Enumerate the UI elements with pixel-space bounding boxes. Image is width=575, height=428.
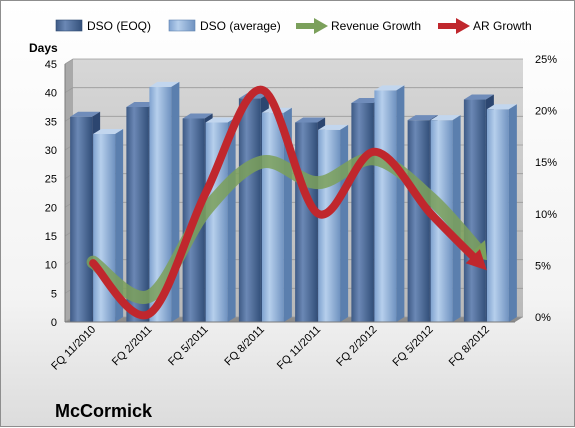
bar-dso-average xyxy=(205,117,236,322)
x-tick-label: FQ 8/2012 xyxy=(447,324,492,369)
legend-label-ar-growth: AR Growth xyxy=(473,19,532,33)
y-left-tick-label: 20 xyxy=(45,202,57,214)
gridline xyxy=(64,87,523,94)
y-left-tick-label: 35 xyxy=(45,116,57,128)
gridline xyxy=(64,58,523,65)
y-right-tick-label: 0% xyxy=(535,312,551,324)
line-ar-growth xyxy=(89,85,487,320)
y-left-tick-label: 0 xyxy=(51,317,57,329)
legend-swatch-dso-eoq xyxy=(55,19,83,32)
y-left-tick-label: 15 xyxy=(45,231,57,243)
y-right-ticks: 0% 5% 10% 15% 20% 25% xyxy=(535,54,557,324)
legend: DSO (EOQ) DSO (average) Revenue Growth A… xyxy=(55,18,532,34)
y-right-tick-label: 15% xyxy=(535,157,557,169)
bars xyxy=(70,81,517,323)
legend-arrow-revenue-growth xyxy=(296,18,328,34)
y-right-tick-label: 10% xyxy=(535,209,557,221)
legend-label-dso-eoq: DSO (EOQ) xyxy=(87,19,151,33)
arrowhead-ar-growth xyxy=(465,249,487,271)
y-left-tick-label: 40 xyxy=(45,88,57,100)
legend-swatch-dso-avg xyxy=(168,19,196,32)
bar-dso-average xyxy=(486,104,517,322)
y-right-tick-label: 25% xyxy=(535,54,557,66)
y-left-tick-label: 10 xyxy=(45,260,57,272)
legend-label-dso-avg: DSO (average) xyxy=(200,19,281,33)
x-ticks: FQ 11/2010 FQ 2/2011 FQ 5/2011 FQ 8/2011 FQ … xyxy=(49,324,492,373)
y-left-tick-label: 45 xyxy=(45,59,57,71)
x-tick-label: FQ 2/2012 xyxy=(334,324,379,369)
x-tick-label: FQ 2/2011 xyxy=(110,324,155,369)
y-left-tick-label: 5 xyxy=(51,288,57,300)
x-tick-label: FQ 11/2011 xyxy=(275,324,323,372)
y-left-tick-label: 25 xyxy=(45,174,57,186)
y-right-tick-label: 5% xyxy=(535,260,551,272)
legend-arrow-ar-growth xyxy=(438,18,470,34)
bar-dso-average xyxy=(374,85,405,322)
company-label: McCormick xyxy=(55,401,153,421)
legend-label-revenue-growth: Revenue Growth xyxy=(331,19,421,33)
x-tick-label: FQ 11/2010 xyxy=(49,324,98,373)
bar-dso-average xyxy=(318,124,349,322)
x-tick-label: FQ 5/2011 xyxy=(166,324,211,369)
x-tick-label: FQ 8/2011 xyxy=(222,324,267,369)
y-left-ticks: 0 5 10 15 20 25 30 35 40 45 xyxy=(45,59,57,329)
growth-lines xyxy=(86,85,487,320)
x-tick-label: FQ 5/2012 xyxy=(391,324,436,369)
y-axis-title: Days xyxy=(29,41,58,55)
y-right-tick-label: 20% xyxy=(535,106,557,118)
y-left-tick-label: 30 xyxy=(45,145,57,157)
